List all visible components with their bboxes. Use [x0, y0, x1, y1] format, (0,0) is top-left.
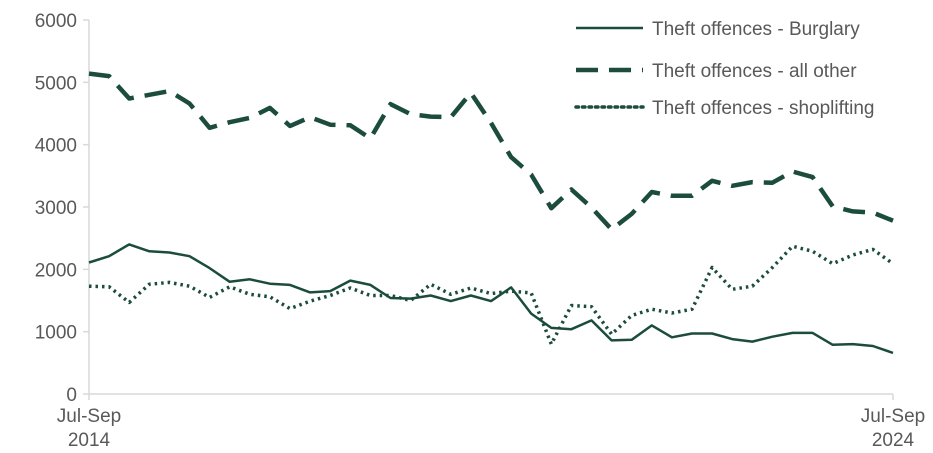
x-tick-label: Jul-Sep — [861, 406, 925, 427]
x-tick-label: 2014 — [68, 430, 111, 451]
series-lines — [88, 71, 895, 355]
y-tick-label: 5000 — [35, 73, 77, 94]
series-line-dashed — [88, 71, 894, 232]
y-tick-label: 3000 — [35, 198, 77, 219]
legend-label: Theft offences - all other — [652, 61, 857, 82]
y-tick-label: 0 — [66, 385, 77, 406]
x-tick-label: 2024 — [872, 430, 915, 451]
y-tick-label: 2000 — [35, 260, 77, 281]
x-tick-label: Jul-Sep — [57, 406, 121, 427]
series-line-dotted — [88, 244, 895, 346]
x-axis: Jul-Sep 2014 Jul-Sep 2024 — [57, 393, 925, 451]
legend-label: Theft offences - Burglary — [652, 19, 860, 40]
legend: Theft offences - Burglary Theft offences … — [574, 19, 875, 119]
y-tick-label: 4000 — [35, 136, 77, 157]
legend-label: Theft offences - shoplifting — [652, 98, 875, 119]
y-tick-label: 6000 — [35, 11, 77, 32]
y-tick-label: 1000 — [35, 323, 77, 344]
y-axis: 0 1000 2000 3000 4000 5000 6000 — [35, 11, 90, 406]
series-line-solid — [88, 243, 894, 355]
